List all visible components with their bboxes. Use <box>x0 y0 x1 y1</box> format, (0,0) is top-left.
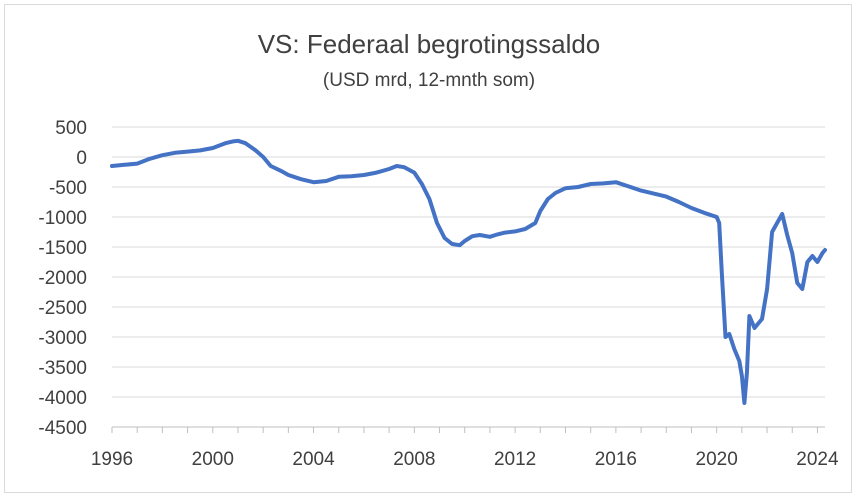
y-tick-label: -2000 <box>38 268 87 289</box>
x-tick-label: 2012 <box>494 449 536 470</box>
y-tick-label: -1000 <box>38 208 87 229</box>
x-axis: 1996 2000 2004 2008 2012 2016 2020 2024 <box>91 426 839 470</box>
y-tick-label: 500 <box>55 118 87 139</box>
chart-title: VS: Federaal begrotingssaldo <box>258 29 601 59</box>
chart-subtitle: (USD mrd, 12-mnth som) <box>323 70 535 91</box>
gridlines <box>112 126 825 428</box>
y-tick-label: -1500 <box>38 238 87 259</box>
x-tick-label: 2024 <box>796 449 839 470</box>
x-tick-label: 2004 <box>292 449 335 470</box>
plot-area <box>110 138 827 405</box>
x-tick-label: 2008 <box>393 449 435 470</box>
x-tick-label: 1996 <box>91 449 133 470</box>
y-tick-label: -3500 <box>38 358 87 379</box>
chart-frame <box>4 4 852 493</box>
x-tick-label: 2020 <box>696 449 738 470</box>
y-tick-label: -4000 <box>38 388 87 409</box>
y-tick-label: -4500 <box>38 418 87 439</box>
series-line <box>110 138 827 405</box>
y-tick-label: -500 <box>49 178 87 199</box>
y-tick-label: 0 <box>76 148 87 169</box>
y-tick-label: -3000 <box>38 328 87 349</box>
x-tick-label: 2016 <box>595 449 637 470</box>
y-axis: 500 0 -500 -1000 -1500 -2000 -2500 -3000 -3500 -4… <box>38 118 87 439</box>
y-tick-label: -2500 <box>38 298 87 319</box>
x-tick-label: 2000 <box>192 449 234 470</box>
